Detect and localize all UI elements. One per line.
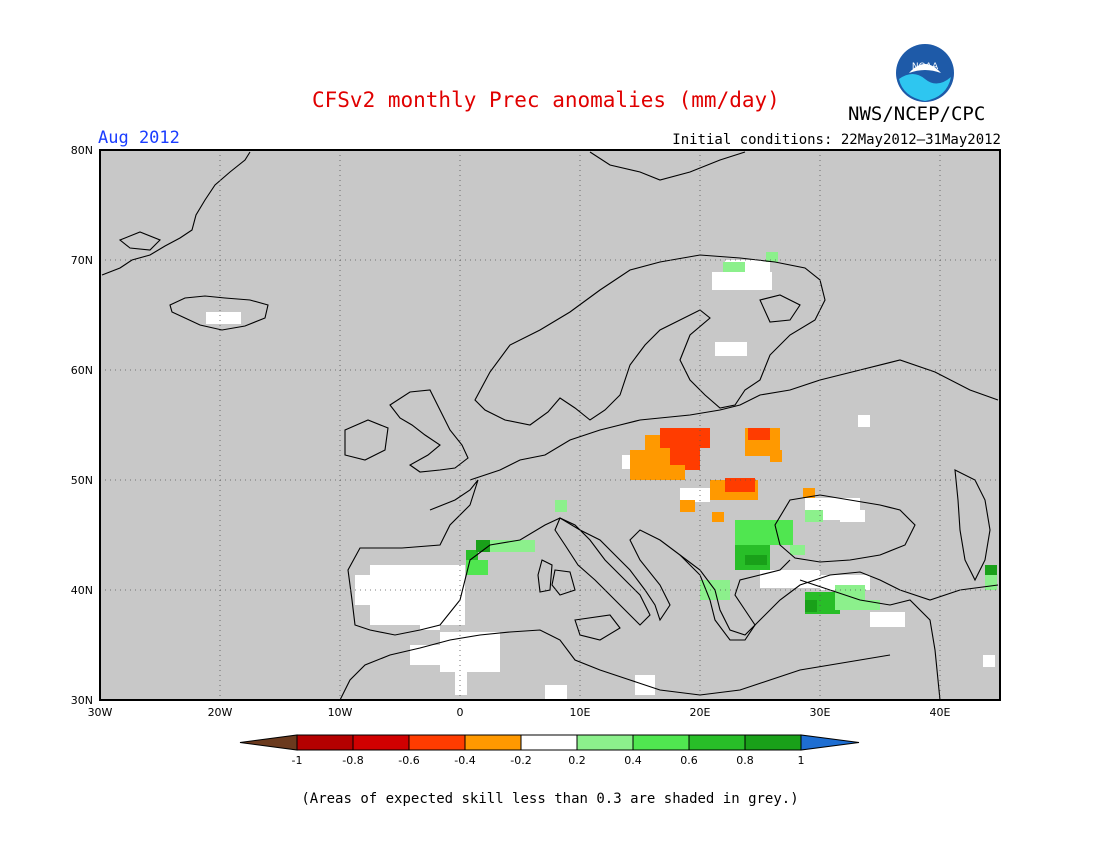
lat-tick-label: 60N [71, 364, 93, 377]
lon-tick-labels: 30W 20W 10W 0 10E 20E 30E 40E [88, 706, 951, 719]
anomaly-cell-4 [858, 415, 870, 427]
anomaly-cell-8 [440, 632, 500, 672]
anomaly-cell-7 [420, 600, 440, 630]
legend-swatch-3 [408, 734, 466, 751]
legend-tick-label: -1 [292, 754, 303, 767]
anomaly-cell-48 [466, 560, 488, 575]
legend-swatch-2 [352, 734, 410, 751]
anomaly-cell-3 [715, 342, 747, 356]
anomaly-cell-2 [206, 312, 241, 324]
map-title: CFSv2 monthly Prec anomalies (mm/day) [312, 88, 780, 112]
legend-swatch-5 [520, 734, 578, 751]
month-label: Aug 2012 [98, 128, 180, 148]
legend-arrow-left [239, 734, 298, 751]
coastlines [101, 151, 999, 701]
footnote: (Areas of expected skill less than 0.3 a… [301, 791, 799, 807]
legend-swatch-7 [632, 734, 690, 751]
legend-swatch-9 [744, 734, 802, 751]
lat-tick-label: 40N [71, 584, 93, 597]
legend-tick-label: -0.6 [398, 754, 419, 767]
map-frame [99, 149, 1001, 701]
anomaly-cell-30 [725, 478, 755, 492]
anomaly-cell-52 [766, 252, 778, 262]
lon-tick-label: 20W [208, 706, 233, 719]
anomaly-cell-11 [545, 685, 567, 700]
anomaly-cell-14 [840, 510, 865, 522]
anomaly-cell-9 [410, 645, 440, 665]
anomaly-cell-51 [723, 262, 745, 272]
legend-swatch-1 [296, 734, 354, 751]
legend-tick-label: -0.2 [510, 754, 531, 767]
legend-swatch-4 [464, 734, 522, 751]
legend-tick-label: 0.6 [680, 754, 698, 767]
legend-swatch-8 [688, 734, 746, 751]
lon-tick-label: 30E [810, 706, 831, 719]
lat-tick-label: 80N [71, 144, 93, 157]
anomaly-cell-32 [712, 512, 724, 522]
anomaly-cell-0 [712, 272, 772, 290]
noaa-logo-icon: NOAA [896, 44, 954, 102]
lon-tick-label: 20E [690, 706, 711, 719]
legend-swatch-6 [576, 734, 634, 751]
legend-tick-label: 0.2 [568, 754, 586, 767]
legend-tick-label: -0.4 [454, 754, 475, 767]
anomaly-cell-28 [770, 450, 782, 462]
legend-tick-label: 0.8 [736, 754, 754, 767]
lon-tick-label: 10W [328, 706, 353, 719]
anomaly-cell-50 [805, 510, 823, 522]
anomaly-cell-10 [455, 665, 467, 695]
legend-tick-label: -0.8 [342, 754, 363, 767]
anomaly-cell-40 [805, 600, 817, 612]
anomaly-cell-31 [680, 500, 695, 512]
anomaly-cell-42 [860, 600, 880, 610]
legend-arrow-right [800, 734, 860, 751]
lat-tick-labels: 80N 70N 60N 50N 40N 30N [71, 144, 93, 707]
anomaly-cell-18 [983, 655, 995, 667]
legend-colorbar: -1 -0.8 -0.6 -0.4 -0.2 0.2 0.4 0.6 0.8 1 [239, 734, 860, 767]
anomaly-cell-33 [803, 488, 815, 498]
anomaly-cell-45 [466, 550, 478, 562]
anomaly-cell-25 [685, 460, 700, 470]
legend-tick-label: 0.4 [624, 754, 642, 767]
anomaly-cell-49 [555, 500, 567, 512]
initial-conditions-label: Initial conditions: 22May2012–31May2012 [672, 132, 1001, 148]
anomaly-cell-5 [370, 565, 465, 625]
lat-tick-label: 50N [71, 474, 93, 487]
anomaly-cell-43 [985, 565, 997, 577]
anomaly-cell-36 [745, 555, 767, 565]
anomaly-cell-37 [790, 545, 805, 555]
lon-tick-label: 10E [570, 706, 591, 719]
gridlines [100, 150, 1000, 700]
anomaly-cell-22 [630, 450, 650, 480]
lon-tick-label: 0 [457, 706, 464, 719]
anomaly-cell-34 [735, 520, 793, 545]
anomaly-cell-44 [985, 575, 997, 590]
anomaly-cell-27 [748, 428, 770, 440]
legend-tick-label: 1 [798, 754, 805, 767]
agency-label: NWS/NCEP/CPC [848, 103, 986, 125]
anomaly-cell-20 [680, 488, 710, 502]
lon-tick-label: 40E [930, 706, 951, 719]
anomaly-cell-17 [870, 612, 905, 627]
lat-tick-label: 30N [71, 694, 93, 707]
logo-text: NOAA [912, 62, 939, 72]
lon-tick-label: 30W [88, 706, 113, 719]
lat-tick-label: 70N [71, 254, 93, 267]
